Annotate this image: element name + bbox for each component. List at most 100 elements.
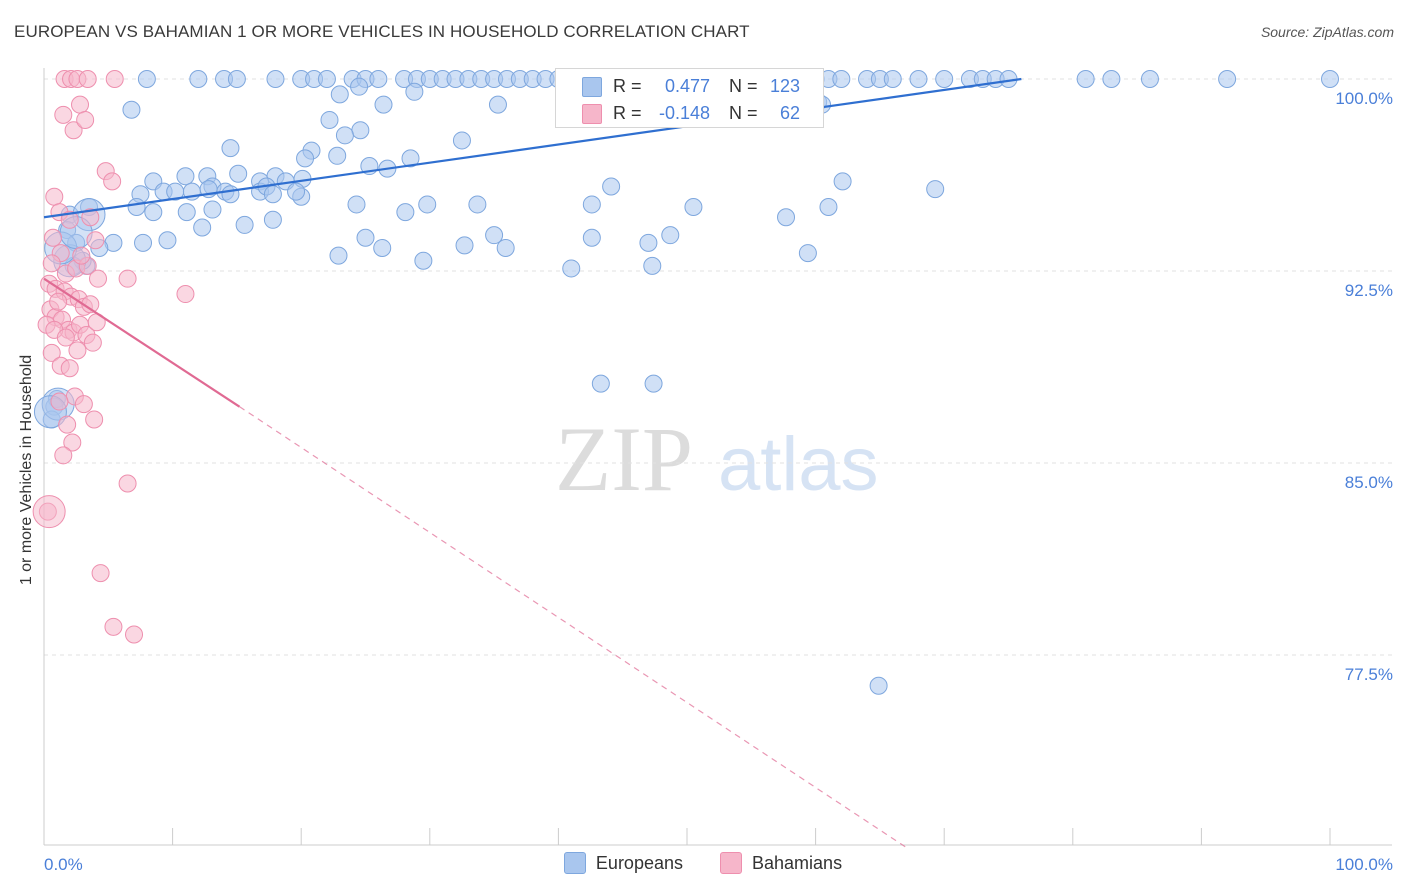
europeans-point[interactable] bbox=[296, 149, 315, 168]
bahamians-point[interactable] bbox=[32, 495, 66, 529]
europeans-point[interactable] bbox=[935, 70, 954, 88]
europeans-point[interactable] bbox=[176, 167, 195, 186]
europeans-point[interactable] bbox=[356, 228, 375, 247]
bahamians-point[interactable] bbox=[118, 269, 137, 288]
bahamians-point[interactable] bbox=[60, 359, 79, 378]
europeans-point[interactable] bbox=[1076, 70, 1095, 88]
europeans-point[interactable] bbox=[347, 195, 366, 214]
bahamians-point[interactable] bbox=[68, 341, 87, 360]
europeans-point[interactable] bbox=[137, 70, 156, 88]
europeans-point[interactable] bbox=[229, 164, 248, 183]
europeans-point[interactable] bbox=[684, 198, 703, 216]
europeans-point[interactable] bbox=[591, 374, 610, 393]
bahamians-point[interactable] bbox=[56, 328, 75, 347]
europeans-point[interactable] bbox=[320, 110, 339, 129]
europeans-point[interactable] bbox=[798, 244, 817, 263]
europeans-point[interactable] bbox=[193, 218, 212, 237]
europeans-point[interactable] bbox=[602, 177, 621, 196]
bahamians-point[interactable] bbox=[118, 474, 137, 493]
bahamians-point[interactable] bbox=[89, 269, 108, 288]
bahamians-point[interactable] bbox=[105, 70, 124, 88]
europeans-point[interactable] bbox=[401, 149, 420, 168]
europeans-point[interactable] bbox=[369, 70, 388, 88]
bahamians-point[interactable] bbox=[63, 433, 82, 452]
europeans-point[interactable] bbox=[1140, 70, 1159, 88]
bahamians-point[interactable] bbox=[72, 246, 91, 265]
bahamians-point[interactable] bbox=[50, 392, 69, 411]
europeans-point[interactable] bbox=[643, 256, 662, 275]
europeans-point[interactable] bbox=[330, 85, 349, 104]
europeans-point[interactable] bbox=[335, 126, 354, 145]
europeans-point[interactable] bbox=[832, 70, 851, 88]
bahamians-point[interactable] bbox=[78, 70, 97, 88]
europeans-point[interactable] bbox=[405, 82, 424, 101]
source-label[interactable]: Source: ZipAtlas.com bbox=[1260, 24, 1394, 40]
bahamians-point[interactable] bbox=[81, 208, 100, 227]
europeans-point[interactable] bbox=[158, 231, 177, 250]
europeans-point[interactable] bbox=[350, 77, 369, 96]
europeans-point[interactable] bbox=[374, 95, 393, 114]
legend-item-bahamians[interactable]: Bahamians bbox=[720, 852, 842, 874]
europeans-point[interactable] bbox=[883, 70, 902, 88]
bahamians-point[interactable] bbox=[64, 121, 83, 140]
europeans-point[interactable] bbox=[1218, 70, 1237, 88]
europeans-point[interactable] bbox=[134, 233, 153, 252]
europeans-point[interactable] bbox=[203, 200, 222, 219]
europeans-point[interactable] bbox=[127, 198, 146, 216]
bahamians-point[interactable] bbox=[91, 564, 110, 583]
europeans-point[interactable] bbox=[263, 185, 282, 204]
europeans-point[interactable] bbox=[373, 238, 392, 257]
europeans-point[interactable] bbox=[455, 236, 474, 255]
europeans-point[interactable] bbox=[418, 195, 437, 214]
legend-item-europeans[interactable]: Europeans bbox=[563, 852, 683, 874]
europeans-point[interactable] bbox=[777, 208, 796, 227]
bahamians-point[interactable] bbox=[44, 228, 63, 247]
europeans-point[interactable] bbox=[396, 203, 415, 222]
europeans-point[interactable] bbox=[639, 233, 658, 252]
europeans-point[interactable] bbox=[122, 100, 141, 119]
europeans-point[interactable] bbox=[235, 215, 254, 234]
bahamians-point[interactable] bbox=[125, 625, 144, 644]
bahamians-point[interactable] bbox=[86, 231, 105, 250]
europeans-point[interactable] bbox=[485, 226, 504, 245]
europeans-point[interactable] bbox=[468, 195, 487, 214]
europeans-point[interactable] bbox=[221, 139, 240, 158]
europeans-point[interactable] bbox=[414, 251, 433, 270]
bahamians-point[interactable] bbox=[74, 395, 93, 414]
europeans-point[interactable] bbox=[351, 121, 370, 140]
europeans-point[interactable] bbox=[582, 228, 601, 247]
bahamians-point[interactable] bbox=[58, 415, 77, 434]
europeans-point[interactable] bbox=[329, 246, 348, 265]
bahamians-point[interactable] bbox=[83, 333, 102, 352]
europeans-point[interactable] bbox=[317, 70, 336, 88]
europeans-point[interactable] bbox=[644, 374, 663, 393]
europeans-point[interactable] bbox=[287, 182, 306, 201]
bahamians-point[interactable] bbox=[76, 110, 95, 129]
europeans-point[interactable] bbox=[328, 146, 347, 165]
bahamians-point[interactable] bbox=[71, 95, 90, 114]
europeans-point[interactable] bbox=[227, 70, 246, 88]
europeans-point[interactable] bbox=[819, 198, 838, 216]
europeans-point[interactable] bbox=[926, 180, 945, 199]
europeans-point[interactable] bbox=[1321, 70, 1339, 88]
bahamians-point[interactable] bbox=[42, 343, 61, 362]
europeans-point[interactable] bbox=[496, 238, 515, 257]
europeans-point[interactable] bbox=[144, 203, 163, 222]
europeans-point[interactable] bbox=[661, 226, 680, 245]
bahamians-point[interactable] bbox=[60, 210, 79, 229]
bahamians-point[interactable] bbox=[85, 410, 104, 429]
europeans-point[interactable] bbox=[263, 210, 282, 229]
europeans-point[interactable] bbox=[221, 185, 240, 204]
europeans-point[interactable] bbox=[909, 70, 928, 88]
europeans-point[interactable] bbox=[869, 676, 888, 695]
bahamians-point[interactable] bbox=[176, 285, 195, 304]
europeans-point[interactable] bbox=[562, 259, 581, 278]
bahamians-point[interactable] bbox=[54, 446, 73, 465]
bahamians-point[interactable] bbox=[49, 292, 68, 311]
bahamians-point[interactable] bbox=[45, 187, 64, 206]
europeans-point[interactable] bbox=[488, 95, 507, 114]
europeans-point[interactable] bbox=[833, 172, 852, 191]
bahamians-point[interactable] bbox=[104, 617, 123, 636]
europeans-point[interactable] bbox=[582, 195, 601, 214]
europeans-point[interactable] bbox=[189, 70, 208, 88]
